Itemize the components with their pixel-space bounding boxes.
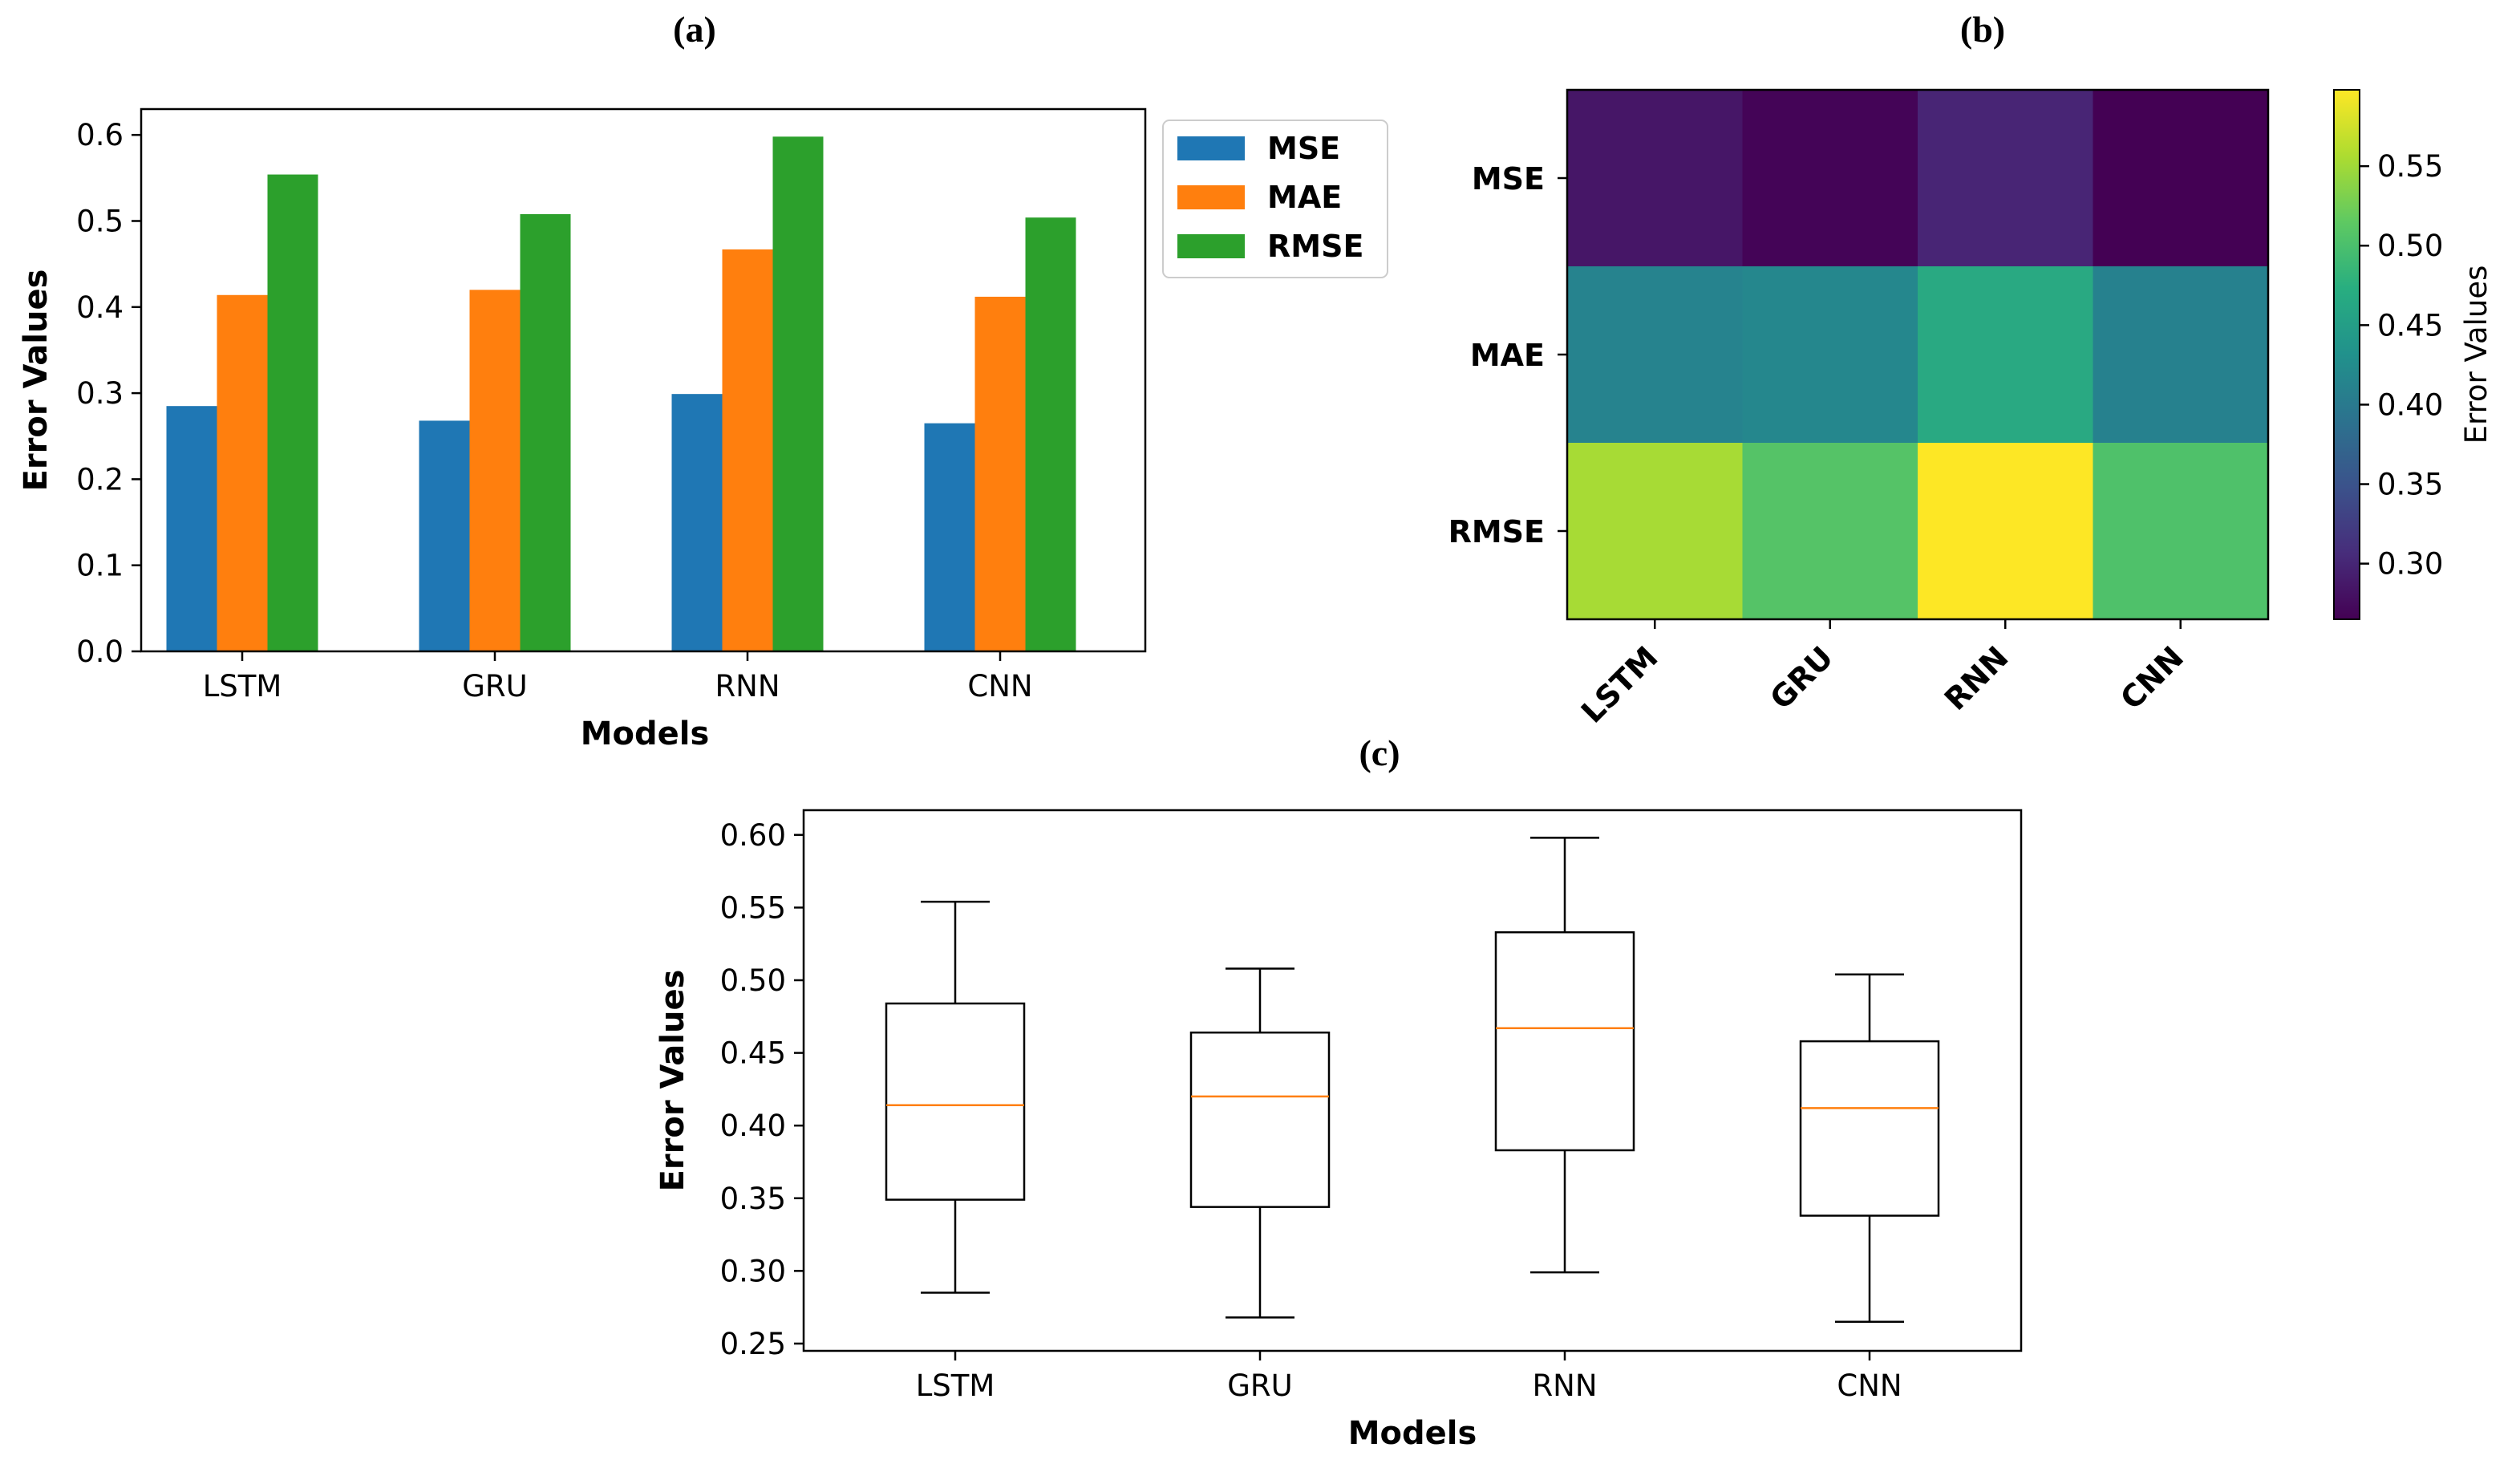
- box-gru: [1189, 1031, 1331, 1208]
- heatmap-cell-mse-gru: [1742, 90, 1918, 267]
- heatmap-row-labels: MSE MAE RMSE: [1448, 161, 1567, 549]
- bar-mae: [722, 249, 773, 651]
- bar-mae: [217, 294, 268, 651]
- legend-swatch-rmse: [1177, 234, 1245, 258]
- colorbar-title: Error Values: [2459, 266, 2494, 444]
- box-lstm: [885, 1002, 1026, 1201]
- column-label: LSTM: [1574, 639, 1665, 730]
- y-tick-label: 0.60: [720, 818, 786, 853]
- bar-mae: [974, 296, 1026, 651]
- bar-rmse: [520, 213, 571, 651]
- y-axis-title: Error Values: [18, 270, 55, 492]
- legend-swatch-mse: [1177, 136, 1245, 160]
- heatmap-cell-rmse-lstm: [1567, 443, 1743, 620]
- colorbar-gradient: [2334, 90, 2360, 619]
- y-tick-label: 0.35: [720, 1182, 786, 1216]
- heatmap-cell-mae-cnn: [2093, 266, 2269, 444]
- y-tick-label: 0.0: [76, 635, 124, 669]
- y-axis-ticks: 0.0 0.1 0.2 0.3 0.4 0.5 0.6: [76, 118, 141, 669]
- y-tick-label: 0.4: [76, 290, 124, 325]
- box-rnn: [1494, 931, 1635, 1152]
- heatmap-cell-mse-rnn: [1918, 90, 2093, 267]
- colorbar-tick-label: 0.45: [2377, 308, 2443, 343]
- x-axis-title: Models: [581, 716, 710, 752]
- y-tick-label: 0.30: [720, 1254, 786, 1288]
- colorbar-ticks: 0.30 0.35 0.40 0.45 0.50 0.55: [2360, 149, 2443, 582]
- y-tick-label: 0.45: [720, 1036, 786, 1071]
- bar-mse: [671, 394, 723, 651]
- y-tick-label: 0.40: [720, 1109, 786, 1143]
- legend: MSE MAE RMSE: [1162, 120, 1388, 278]
- colorbar-tick-label: 0.40: [2377, 387, 2443, 422]
- heatmap-cell-mae-lstm: [1567, 266, 1743, 444]
- bar-plot-frame: [140, 107, 1147, 653]
- x-tick-label: CNN: [967, 669, 1032, 704]
- y-tick-label: 0.1: [76, 549, 124, 583]
- y-tick-label: 0.2: [76, 462, 124, 497]
- bar-series-group: [166, 136, 1076, 652]
- legend-label-mse: MSE: [1267, 131, 1340, 166]
- bar-mse: [419, 420, 470, 651]
- colorbar-tick-label: 0.50: [2377, 229, 2443, 263]
- box-plot-frame: [802, 809, 2023, 1352]
- colorbar-frame: [2333, 89, 2360, 620]
- legend-label-mae: MAE: [1267, 180, 1342, 215]
- heatmap-cell-mae-gru: [1742, 266, 1918, 444]
- box-plot-panel: (c) 0.25 0.30 0.35 0.40 0.45 0.50 0.55 0.60 LST…: [654, 732, 2023, 1452]
- y-axis-title: Error Values: [654, 970, 691, 1192]
- heatmap-panel: (b) MSE MAE RMSE LSTM GRU RNN CNN: [1448, 9, 2494, 730]
- colorbar-tick-label: 0.35: [2377, 468, 2443, 502]
- x-axis-ticks: LSTM GRU RNN CNN: [203, 651, 1033, 704]
- box-cnn: [1799, 1040, 1940, 1217]
- bar-rmse: [267, 174, 318, 652]
- x-tick-label: LSTM: [916, 1368, 995, 1403]
- heatmap-cell-rmse-rnn: [1918, 443, 2093, 620]
- x-tick-label: GRU: [1227, 1368, 1292, 1403]
- x-tick-label: GRU: [462, 669, 527, 704]
- bar-rmse: [1025, 217, 1076, 651]
- heatmap-column-labels: LSTM GRU RNN CNN: [1574, 619, 2190, 730]
- panel-label-a: (a): [673, 9, 716, 50]
- row-label: MSE: [1472, 161, 1545, 197]
- column-label: GRU: [1763, 639, 1840, 716]
- y-tick-label: 0.5: [76, 204, 124, 238]
- x-axis-ticks: LSTM GRU RNN CNN: [916, 1351, 1902, 1403]
- colorbar: 0.30 0.35 0.40 0.45 0.50 0.55 Error Values: [2333, 89, 2494, 620]
- x-tick-label: RNN: [715, 669, 780, 704]
- legend-label-rmse: RMSE: [1267, 229, 1363, 264]
- boxes: [885, 837, 1940, 1324]
- row-label: MAE: [1470, 338, 1545, 373]
- panel-label-c: (c): [1359, 732, 1400, 773]
- heatmap-cell-rmse-gru: [1742, 443, 1918, 620]
- x-tick-label: RNN: [1532, 1368, 1597, 1403]
- y-tick-label: 0.6: [76, 118, 124, 152]
- y-tick-label: 0.25: [720, 1327, 786, 1361]
- heatmap-cell-mse-lstm: [1567, 90, 1743, 267]
- column-label: RNN: [1938, 639, 2016, 717]
- colorbar-tick-label: 0.30: [2377, 547, 2443, 582]
- row-label: RMSE: [1448, 514, 1545, 549]
- y-tick-label: 0.50: [720, 963, 786, 998]
- column-label: CNN: [2113, 639, 2190, 716]
- bar-chart-panel: (a) 0.00.10.20.30.40.50.6 LSTM GRU RNN CNN …: [18, 9, 1388, 752]
- panel-label-b: (b): [1960, 9, 2005, 50]
- x-tick-label: CNN: [1837, 1368, 1902, 1403]
- heatmap-cells: [1567, 90, 2269, 620]
- bar-mse: [924, 423, 975, 651]
- bar-mae: [469, 290, 521, 651]
- bar-mse: [166, 406, 217, 651]
- legend-swatch-mae: [1177, 185, 1245, 209]
- y-tick-label: 0.3: [76, 376, 124, 411]
- x-tick-label: LSTM: [203, 669, 282, 704]
- colorbar-tick-label: 0.55: [2377, 149, 2443, 184]
- heatmap-cell-rmse-cnn: [2093, 443, 2269, 620]
- heatmap-cell-mae-rnn: [1918, 266, 2093, 444]
- heatmap-cell-mse-cnn: [2093, 90, 2269, 267]
- y-tick-label: 0.55: [720, 890, 786, 925]
- x-axis-title: Models: [1348, 1415, 1477, 1452]
- y-axis-ticks: 0.25 0.30 0.35 0.40 0.45 0.50 0.55 0.60: [720, 818, 804, 1361]
- bar-rmse: [772, 136, 824, 652]
